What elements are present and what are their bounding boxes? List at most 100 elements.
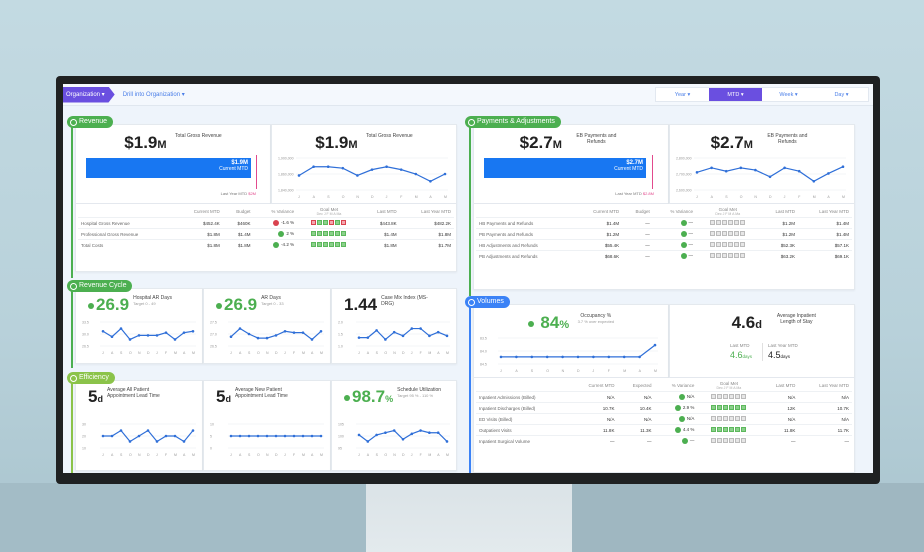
svg-text:J: J: [358, 453, 360, 457]
goal-square-icon: [710, 427, 716, 432]
table-row[interactable]: Hospital Gross Revenue $452.4K $460K -1.6 %…: [78, 217, 454, 229]
occupancy-header: 84% Occupancy % 3.7 % over expected: [474, 313, 668, 333]
goal-square-icon: [721, 220, 727, 225]
goal-square-icon: [716, 416, 722, 421]
payments-table: Current MTD Budget % Variance Goal Met Dec J…: [476, 206, 852, 261]
table-row[interactable]: HB Adjustments and Refunds $55.4K — — $52.3K…: [476, 239, 852, 251]
cell-goal-met: [696, 228, 760, 240]
goal-square-icon: [709, 253, 715, 258]
efficiency-card-1[interactable]: 5dAverage New Patient Appointment Lead T…: [203, 380, 331, 471]
revenue-trend-label: Total Gross Revenue: [366, 133, 413, 139]
svg-text:O: O: [740, 195, 743, 199]
revenue-cycle-card-1[interactable]: 26.9 AR Days Target 0 - 33 27.5 27.0 26.5 J A S O…: [203, 288, 331, 364]
svg-text:D: D: [402, 453, 405, 457]
table-row[interactable]: Professional Gross Revenue $1.8M $1.4M 2 % $…: [78, 228, 454, 240]
svg-text:J: J: [284, 453, 286, 457]
revenue-trend-chart: 1,900,000 1,860,000 1,840,000 J A S O N D J F M A M: [278, 157, 448, 199]
status-icon: [680, 231, 687, 237]
revenue-trend-card[interactable]: $1.9M Total Gross Revenue 1,900,000 1,860…: [271, 124, 457, 204]
cell-budget: N/A: [617, 391, 655, 403]
column-header: Current MTD: [588, 383, 615, 388]
payments-trend-value: $2.7M: [710, 133, 753, 152]
kpi-value: 5: [216, 387, 226, 406]
tab-year[interactable]: Year ▾: [674, 91, 691, 98]
svg-text:F: F: [165, 453, 167, 457]
status-icon: [681, 438, 688, 444]
svg-text:95: 95: [338, 447, 342, 451]
column-header: % Variance: [670, 209, 694, 214]
svg-text:N: N: [562, 369, 565, 373]
svg-text:F: F: [400, 195, 402, 199]
goal-square-icon: [715, 231, 721, 236]
table-row[interactable]: Total Costs $1.8M $1.8M -4.2 % $1.8M $1.7M: [78, 239, 454, 250]
table-row[interactable]: ED Visits (Billed) N/A N/A N/A N/A N/A: [476, 413, 852, 425]
svg-text:M: M: [302, 453, 305, 457]
goal-square-icon: [340, 220, 346, 225]
efficiency-card-2[interactable]: 98.7%Schedule Utilization Target 95 % - 1…: [331, 380, 457, 471]
volumes-section-line: [469, 306, 471, 473]
occupancy-chart: 83.5 84.0 84.5 J A S O N D J F M A M: [480, 337, 658, 373]
check-icon: [88, 302, 94, 309]
goal-square-icon: [310, 231, 316, 236]
efficiency-card-0[interactable]: 5dAverage All Patient Appointment Lead T…: [75, 380, 203, 471]
revenue-cycle-card-2[interactable]: 1.44 Case Mix Index (MS-DRG) 2.0 1.5 1.0 J A S O…: [331, 288, 457, 364]
svg-text:F: F: [608, 369, 610, 373]
table-row[interactable]: Inpatient Surgical Volume — — — — —: [476, 435, 852, 446]
svg-text:O: O: [384, 351, 387, 355]
table-row[interactable]: Inpatient Admissions (Billed) N/A N/A N/A N/…: [476, 391, 852, 403]
svg-text:A: A: [311, 351, 314, 355]
svg-text:J: J: [592, 369, 594, 373]
goal-square-icon: [334, 231, 340, 236]
tab-day[interactable]: Day ▾: [834, 91, 849, 98]
svg-text:S: S: [531, 369, 534, 373]
payments-trend-card[interactable]: $2.7M EB Payments and Refunds 2,800,000 2…: [669, 124, 855, 204]
kpi-trend-chart: 30 20 10 J A S O N D J F M A M: [82, 423, 196, 457]
cell-last_year: $1.4M: [797, 228, 852, 240]
goal-square-icon: [340, 242, 346, 247]
tab-mtd[interactable]: MTD ▾: [709, 88, 762, 101]
goal-square-icon: [715, 242, 721, 247]
table-row[interactable]: PB Payments and Refunds $1.2M — — $1.2M $1.4M: [476, 228, 852, 240]
revenue-progress-bar[interactable]: $1.9M Current MTD: [86, 158, 251, 178]
breadcrumb-drill-into[interactable]: Drill into Organization ▾: [122, 92, 185, 98]
cell-name: ED Visits (Billed): [476, 413, 570, 425]
revenue-kpi-label: Total Gross Revenue: [175, 133, 222, 139]
cell-variance: —: [652, 239, 697, 251]
check-icon: [344, 394, 350, 401]
revenue-bar-sub: Current MTD: [219, 166, 248, 172]
svg-text:A: A: [239, 453, 242, 457]
table-row[interactable]: PB Adjustments and Refunds $68.6K — — $63.2K…: [476, 250, 852, 261]
revenue-cycle-card-0[interactable]: 26.9 Hospital AR Days Target 0 - 49 33.5 30.…: [75, 288, 203, 364]
table-row[interactable]: Outpatient Visits 11.8K 11.3K 4.4 % 11.8K 11.…: [476, 424, 852, 436]
cell-goal-met: [297, 217, 361, 229]
kpi-label: Case Mix Index (MS-DRG): [381, 295, 428, 307]
payments-section-line: [469, 126, 471, 296]
table-row[interactable]: HB Payments and Refunds $1.4M — — $1.2M $1.4M: [476, 217, 852, 229]
goal-square-icon: [727, 253, 733, 258]
table-row[interactable]: Inpatient Discharges (Billed) 10.7K 10.4K 2…: [476, 402, 852, 414]
payments-kpi-card[interactable]: $2.7M EB Payments and Refunds $2.7M Curr…: [473, 124, 669, 204]
breadcrumb-organization[interactable]: Organization ▾: [63, 86, 115, 103]
column-header: % Variance: [671, 383, 695, 388]
revenue-bar-value: $1.9M: [231, 160, 248, 166]
column-header: Current MTD: [193, 209, 220, 214]
kpi-value: 26.9: [96, 295, 130, 314]
kpi-value: 5: [88, 387, 98, 406]
cell-goal-met: [697, 413, 761, 425]
payments-progress-bar[interactable]: $2.7M Current MTD: [484, 158, 646, 178]
cell-current: $68.6K: [573, 250, 623, 261]
svg-text:1,840,000: 1,840,000: [278, 189, 294, 193]
length-of-stay-card[interactable]: 4.6d Average Inpatient Length of Stay La…: [669, 304, 855, 378]
occupancy-card[interactable]: 84% Occupancy % 3.7 % over expected 83.5 8…: [473, 304, 669, 378]
efficiency-section-line: [71, 382, 73, 473]
goal-square-icon: [733, 253, 739, 258]
goal-months: Dec J F M A Ma: [716, 386, 742, 390]
tab-week[interactable]: Week ▾: [779, 91, 798, 98]
cell-last: 11.8K: [760, 424, 799, 436]
goal-square-icon: [322, 231, 328, 236]
revenue-kpi-card[interactable]: $1.9M Total Gross Revenue $1.9M Current …: [75, 124, 271, 204]
svg-text:N: N: [393, 453, 396, 457]
svg-text:A: A: [827, 195, 830, 199]
svg-text:N: N: [266, 453, 269, 457]
svg-text:5: 5: [210, 435, 212, 439]
